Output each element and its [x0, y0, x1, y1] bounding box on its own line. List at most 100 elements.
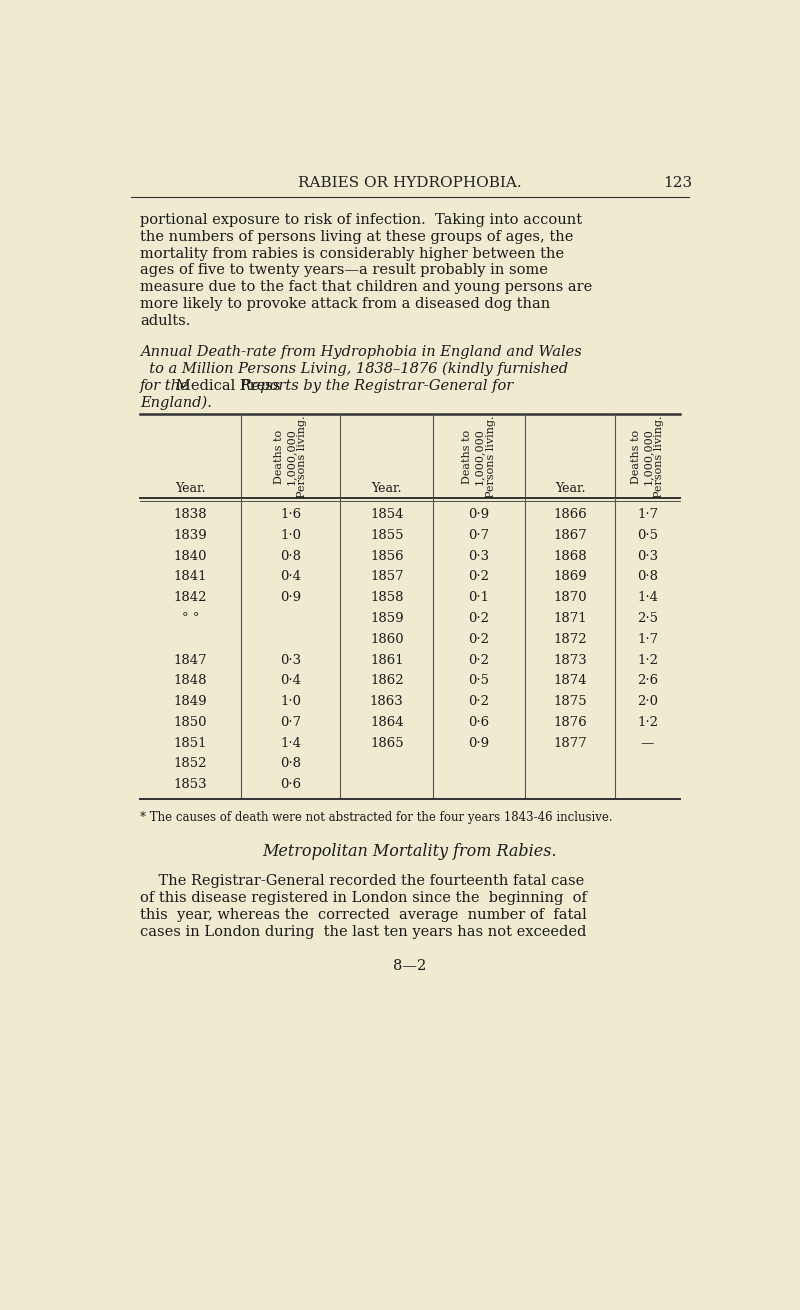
Text: 1847: 1847: [174, 654, 207, 667]
Text: 1864: 1864: [370, 715, 403, 728]
Text: to a Million Persons Living, 1838–1876 (kindly furnished: to a Million Persons Living, 1838–1876 (…: [140, 362, 569, 376]
Text: 0·3: 0·3: [280, 654, 302, 667]
Text: Deaths to
1,000,000
Persons living.: Deaths to 1,000,000 Persons living.: [631, 415, 664, 498]
Text: 0·1: 0·1: [469, 591, 490, 604]
Text: 2·5: 2·5: [637, 612, 658, 625]
Text: 1859: 1859: [370, 612, 403, 625]
Text: 1852: 1852: [174, 757, 207, 770]
Text: * The causes of death were not abstracted for the four years 1843-46 inclusive.: * The causes of death were not abstracte…: [140, 811, 613, 824]
Text: 1868: 1868: [554, 550, 587, 562]
Text: 1862: 1862: [370, 675, 403, 688]
Text: 1849: 1849: [174, 696, 207, 709]
Text: mortality from rabies is considerably higher between the: mortality from rabies is considerably hi…: [140, 246, 565, 261]
Text: 1874: 1874: [554, 675, 587, 688]
Text: 0·6: 0·6: [469, 715, 490, 728]
Text: 1850: 1850: [174, 715, 207, 728]
Text: Metropolitan Mortality from Rabies.: Metropolitan Mortality from Rabies.: [262, 844, 558, 861]
Text: 0·9: 0·9: [469, 736, 490, 749]
Text: for the: for the: [140, 379, 194, 393]
Text: 1854: 1854: [370, 508, 403, 521]
Text: 0·2: 0·2: [469, 696, 490, 709]
Text: 1·2: 1·2: [637, 654, 658, 667]
Text: Reports by the Registrar-General for: Reports by the Registrar-General for: [236, 379, 513, 393]
Text: 0·7: 0·7: [280, 715, 302, 728]
Text: Year.: Year.: [371, 482, 402, 495]
Text: measure due to the fact that children and young persons are: measure due to the fact that children an…: [140, 280, 593, 295]
Text: 1·2: 1·2: [637, 715, 658, 728]
Text: RABIES OR HYDROPHOBIA.: RABIES OR HYDROPHOBIA.: [298, 176, 522, 190]
Text: 1851: 1851: [174, 736, 207, 749]
Text: 0·8: 0·8: [280, 550, 301, 562]
Text: 0·8: 0·8: [280, 757, 301, 770]
Text: 1866: 1866: [553, 508, 587, 521]
Text: 1858: 1858: [370, 591, 403, 604]
Text: 1873: 1873: [553, 654, 587, 667]
Text: 2·6: 2·6: [637, 675, 658, 688]
Text: 1·0: 1·0: [280, 696, 301, 709]
Text: 1856: 1856: [370, 550, 403, 562]
Text: more likely to provoke attack from a diseased dog than: more likely to provoke attack from a dis…: [140, 297, 550, 312]
Text: 1863: 1863: [370, 696, 404, 709]
Text: adults.: adults.: [140, 314, 190, 329]
Text: 0·8: 0·8: [637, 570, 658, 583]
Text: 1842: 1842: [174, 591, 207, 604]
Text: 1870: 1870: [554, 591, 587, 604]
Text: 0·2: 0·2: [469, 654, 490, 667]
Text: cases in London during  the last ten years has not exceeded: cases in London during the last ten year…: [140, 925, 586, 939]
Text: 1·4: 1·4: [280, 736, 301, 749]
Text: 1841: 1841: [174, 570, 207, 583]
Text: 1839: 1839: [174, 529, 207, 542]
Text: Deaths to
1,000,000
Persons living.: Deaths to 1,000,000 Persons living.: [274, 415, 307, 498]
Text: 1·0: 1·0: [280, 529, 301, 542]
Text: 0·3: 0·3: [469, 550, 490, 562]
Text: Medical Press: Medical Press: [176, 379, 281, 393]
Text: 0·9: 0·9: [280, 591, 302, 604]
Text: England).: England).: [140, 396, 212, 410]
Text: 1872: 1872: [554, 633, 587, 646]
Text: 1867: 1867: [553, 529, 587, 542]
Text: Deaths to
1,000,000
Persons living.: Deaths to 1,000,000 Persons living.: [462, 415, 495, 498]
Text: 8—2: 8—2: [394, 959, 426, 973]
Text: 1861: 1861: [370, 654, 403, 667]
Text: 123: 123: [663, 176, 692, 190]
Text: 1838: 1838: [174, 508, 207, 521]
Text: 1855: 1855: [370, 529, 403, 542]
Text: this  year, whereas the  corrected  average  number of  fatal: this year, whereas the corrected average…: [140, 908, 587, 922]
Text: Annual Death-rate from Hydrophobia in England and Wales: Annual Death-rate from Hydrophobia in En…: [140, 345, 582, 359]
Text: 2·0: 2·0: [637, 696, 658, 709]
Text: 0·4: 0·4: [280, 675, 301, 688]
Text: 1875: 1875: [554, 696, 587, 709]
Text: —: —: [641, 736, 654, 749]
Text: 0·5: 0·5: [637, 529, 658, 542]
Text: 1865: 1865: [370, 736, 403, 749]
Text: 0·2: 0·2: [469, 633, 490, 646]
Text: 1·7: 1·7: [637, 633, 658, 646]
Text: 0·5: 0·5: [469, 675, 490, 688]
Text: 0·7: 0·7: [469, 529, 490, 542]
Text: Year.: Year.: [175, 482, 206, 495]
Text: 0·6: 0·6: [280, 778, 302, 791]
Text: 1·4: 1·4: [637, 591, 658, 604]
Text: portional exposure to risk of infection.  Taking into account: portional exposure to risk of infection.…: [140, 212, 582, 227]
Text: of this disease registered in London since the  beginning  of: of this disease registered in London sin…: [140, 891, 587, 905]
Text: 1876: 1876: [553, 715, 587, 728]
Text: 0·2: 0·2: [469, 570, 490, 583]
Text: 1·6: 1·6: [280, 508, 302, 521]
Text: the numbers of persons living at these groups of ages, the: the numbers of persons living at these g…: [140, 229, 574, 244]
Text: 1871: 1871: [554, 612, 587, 625]
Text: 1840: 1840: [174, 550, 207, 562]
Text: ° °: ° °: [182, 612, 199, 625]
Text: 0·2: 0·2: [469, 612, 490, 625]
Text: 1·7: 1·7: [637, 508, 658, 521]
Text: 0·4: 0·4: [280, 570, 301, 583]
Text: 0·3: 0·3: [637, 550, 658, 562]
Text: 0·9: 0·9: [469, 508, 490, 521]
Text: 1857: 1857: [370, 570, 403, 583]
Text: Year.: Year.: [554, 482, 586, 495]
Text: 1869: 1869: [553, 570, 587, 583]
Text: 1853: 1853: [174, 778, 207, 791]
Text: The Registrar-General recorded the fourteenth fatal case: The Registrar-General recorded the fourt…: [140, 874, 585, 888]
Text: 1877: 1877: [553, 736, 587, 749]
Text: 1848: 1848: [174, 675, 207, 688]
Text: ages of five to twenty years—a result probably in some: ages of five to twenty years—a result pr…: [140, 263, 548, 278]
